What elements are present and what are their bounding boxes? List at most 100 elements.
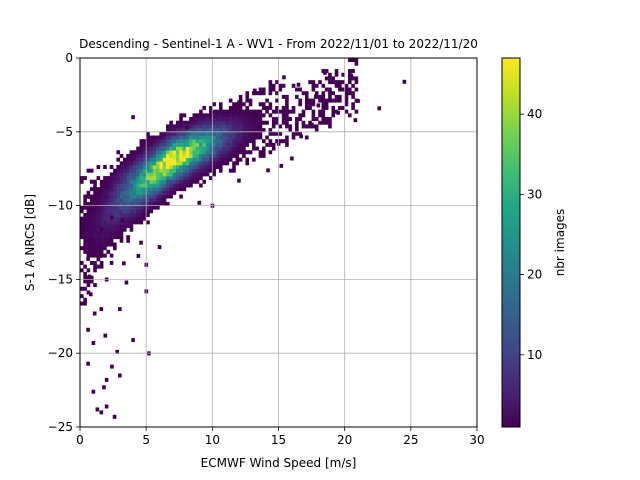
heatmap-cell [109, 194, 114, 199]
heatmap-cell [123, 224, 127, 229]
heatmap-cell [96, 264, 101, 269]
heatmap-cell [156, 205, 160, 210]
heatmap-cell [248, 102, 253, 107]
heatmap-cell [354, 61, 359, 66]
heatmap-cell [136, 190, 140, 195]
heatmap-cell [96, 209, 101, 214]
heatmap-cell [86, 201, 91, 206]
heatmap-cell [347, 91, 352, 96]
heatmap-cell [212, 128, 216, 133]
heatmap-cell [195, 135, 200, 140]
heatmap-cell [235, 120, 240, 125]
heatmap-cell [162, 176, 167, 181]
heatmap-cell [235, 113, 240, 118]
heatmap-cell [136, 187, 140, 192]
heatmap-cell [175, 157, 180, 162]
heatmap-cell-outlier [122, 261, 126, 266]
heatmap-cell [205, 135, 210, 140]
heatmap-cell [136, 205, 140, 210]
heatmap-cell [195, 161, 200, 166]
heatmap-cell [96, 201, 101, 206]
heatmap-cell [209, 157, 213, 162]
heatmap-cell [192, 142, 197, 147]
heatmap-cell [169, 135, 173, 140]
heatmap-cell [166, 139, 170, 144]
heatmap-cell [149, 146, 154, 151]
heatmap-cell [205, 120, 210, 125]
heatmap-cell [99, 183, 104, 188]
heatmap-cell [238, 120, 243, 125]
heatmap-cell [321, 91, 326, 96]
heatmap-cell [209, 161, 213, 166]
heatmap-cell [89, 220, 94, 225]
heatmap-cell [103, 253, 107, 258]
heatmap-cell [258, 153, 263, 158]
heatmap-cell [179, 183, 183, 188]
heatmap-cell [119, 153, 124, 158]
heatmap-cell [156, 201, 160, 206]
heatmap-cell [96, 246, 101, 251]
heatmap-cell-outlier [103, 333, 108, 338]
heatmap-cell [252, 128, 256, 133]
heatmap-cell [252, 117, 256, 122]
heatmap-cell [258, 109, 263, 114]
heatmap-cell [99, 220, 104, 225]
heatmap-cell [225, 113, 230, 118]
heatmap-cell [212, 168, 216, 173]
heatmap-cell [103, 212, 107, 217]
heatmap-cell [86, 224, 91, 229]
heatmap-cell [149, 187, 154, 192]
heatmap-cell [169, 146, 173, 151]
heatmap-cell [344, 109, 349, 114]
heatmap-cell [271, 117, 276, 122]
chart-title: Descending - Sentinel-1 A - WV1 - From 2… [79, 37, 478, 51]
heatmap-cell [314, 83, 319, 88]
heatmap-cell [159, 201, 164, 206]
heatmap-cell [146, 153, 150, 158]
heatmap-cell [142, 157, 147, 162]
heatmap-cell [106, 235, 111, 240]
heatmap-cell [351, 102, 355, 107]
heatmap-cell [218, 113, 223, 118]
heatmap-cell [123, 220, 127, 225]
heatmap-cell [215, 142, 220, 147]
heatmap-cell [278, 83, 283, 88]
heatmap-cell [89, 242, 94, 247]
heatmap-cell [152, 187, 157, 192]
colorbar [501, 57, 521, 428]
heatmap-cell [218, 146, 223, 151]
heatmap-cell [288, 124, 293, 129]
heatmap-cell [291, 135, 296, 140]
heatmap-cell [185, 153, 190, 158]
heatmap-cell-outlier [86, 361, 90, 366]
heatmap-cell [304, 105, 309, 110]
heatmap-cell [324, 76, 329, 81]
heatmap-cell [83, 301, 87, 306]
heatmap-cell [119, 231, 124, 236]
heatmap-cell [245, 120, 250, 125]
heatmap-cell [258, 135, 263, 140]
heatmap-cell-outlier [157, 245, 162, 250]
heatmap-cell-outlier [104, 184, 109, 189]
heatmap-cell [189, 165, 193, 169]
heatmap-cell-outlier [104, 377, 109, 382]
heatmap-cell [199, 142, 203, 147]
heatmap-cell [99, 190, 104, 195]
heatmap-cell [205, 168, 210, 173]
heatmap-cell [99, 238, 104, 243]
heatmap-cell [159, 172, 164, 177]
heatmap-cell [123, 179, 127, 184]
heatmap-cell [106, 198, 111, 203]
heatmap-cell [109, 190, 114, 195]
heatmap-cell [232, 102, 236, 107]
heatmap-cell [175, 165, 180, 169]
heatmap-cell [185, 120, 190, 125]
heatmap-cell [182, 131, 187, 136]
heatmap-cell [189, 146, 193, 151]
heatmap-cell [146, 220, 150, 225]
heatmap-cell [172, 153, 177, 158]
heatmap-cell [162, 172, 167, 177]
heatmap-cell [212, 139, 216, 144]
heatmap-cell [225, 146, 230, 151]
heatmap-cell [96, 194, 101, 199]
